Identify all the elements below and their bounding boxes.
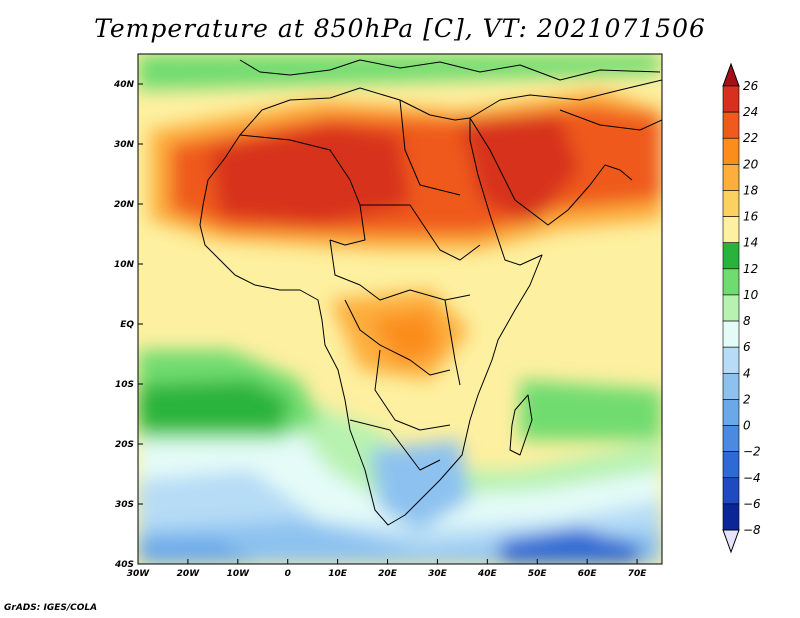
- colorbar-bin: [722, 477, 740, 505]
- lon-tick-label: 60E: [578, 569, 598, 579]
- colorbar-bin: [722, 137, 740, 165]
- temperature-field: [138, 54, 662, 564]
- colorbar-bin: [722, 372, 740, 400]
- lat-tick-label: 30N: [114, 140, 135, 150]
- colorbar-bin: [722, 242, 740, 270]
- map-canvas: 30W 20W 10W 0 10E 20E 30E 40E 50E 60E 70E 40N 30N 20N…: [113, 53, 761, 579]
- colorbar-label: 8: [743, 314, 751, 328]
- colorbar-label: −2: [743, 445, 761, 459]
- lon-tick-label: 50E: [528, 569, 548, 579]
- colorbar-label: −4: [743, 471, 761, 485]
- lat-tick-label: 40N: [113, 80, 135, 90]
- colorbar-bin: [722, 503, 740, 531]
- lat-tick-label: 30S: [115, 500, 134, 510]
- lat-tick-label: 20N: [114, 200, 135, 210]
- lon-tick-label: 70E: [628, 569, 648, 579]
- colorbar-label: 2: [743, 392, 751, 406]
- lon-tick-label: 10E: [328, 569, 348, 579]
- colorbar-top-arrow: [722, 62, 740, 87]
- colorbar-label: 22: [743, 131, 758, 145]
- colorbar-bin: [722, 111, 740, 139]
- colorbar-label: 18: [743, 183, 759, 197]
- lon-tick-label: 10W: [227, 569, 251, 579]
- lon-tick-label: 30W: [127, 569, 151, 579]
- colorbar-label: 20: [743, 157, 759, 171]
- lat-tick-label: EQ: [120, 320, 134, 330]
- colorbar-label: 0: [743, 419, 751, 433]
- colorbar-bin: [722, 85, 740, 113]
- colorbar-bin: [722, 190, 740, 217]
- colorbar-label: 6: [743, 340, 751, 354]
- axis-ticks: 30W 20W 10W 0 10E 20E 30E 40E 50E 60E 70E 40N 30N 20N…: [113, 80, 647, 579]
- colorbar-bin: [722, 399, 740, 426]
- coastline-and-borders: [199, 59, 662, 526]
- colorbar-bin: [722, 268, 740, 296]
- footer-credit: GrADS: IGES/COLA: [4, 603, 98, 613]
- lon-tick-label: 20E: [378, 569, 398, 579]
- colorbar-bin: [722, 425, 740, 452]
- colorbar-label: 12: [743, 262, 758, 276]
- colorbar-bin: [722, 451, 740, 479]
- lon-tick-label: 20W: [177, 569, 201, 579]
- map-title: Temperature at 850hPa [C], VT: 202107150…: [94, 14, 706, 43]
- colorbar-label: 16: [743, 210, 759, 224]
- lat-tick-label: 40S: [114, 560, 134, 570]
- lon-tick-label: 0: [285, 569, 291, 579]
- colorbar-bin: [722, 320, 740, 348]
- lon-tick-label: 40E: [477, 569, 498, 579]
- lat-tick-label: 20S: [115, 440, 134, 450]
- colorbar-bottom-arrow: [722, 529, 740, 554]
- colorbar-bin: [722, 294, 740, 322]
- colorbar-label: 10: [743, 288, 759, 302]
- colorbar-label: −6: [743, 497, 761, 511]
- colorbar-label: 24: [743, 105, 758, 119]
- map-frame: [137, 53, 663, 565]
- colorbar-bin: [722, 346, 740, 374]
- colorbar-bin: [722, 216, 740, 244]
- colorbar-label: 4: [743, 366, 751, 380]
- colorbar-label: −8: [743, 523, 761, 537]
- colorbar-label: 14: [743, 236, 758, 250]
- colorbar-bin: [722, 164, 740, 191]
- colorbar-label: 26: [743, 79, 759, 93]
- lat-tick-label: 10N: [114, 260, 135, 270]
- lat-tick-label: 10S: [115, 380, 134, 390]
- lon-tick-label: 30E: [428, 569, 448, 579]
